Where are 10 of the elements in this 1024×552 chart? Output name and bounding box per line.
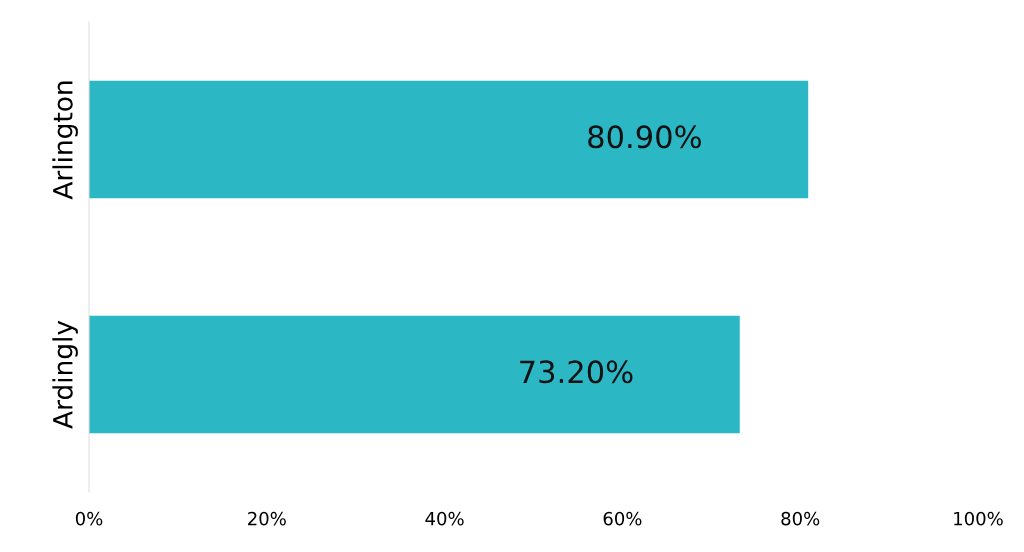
x-tick-label: 60%	[603, 511, 642, 526]
x-tick-label: 20%	[248, 511, 286, 526]
data-label: 73.20%	[520, 360, 633, 384]
x-tick-label: 0%	[75, 511, 103, 526]
x-tick-label: 80%	[781, 511, 820, 526]
x-tick-label: 40%	[425, 511, 464, 526]
y-tick-label: Ardingly	[52, 320, 78, 429]
x-tick-label: 100%	[954, 511, 1003, 526]
y-tick-label: Arlington	[52, 81, 78, 200]
data-label: 80.90%	[588, 125, 701, 149]
